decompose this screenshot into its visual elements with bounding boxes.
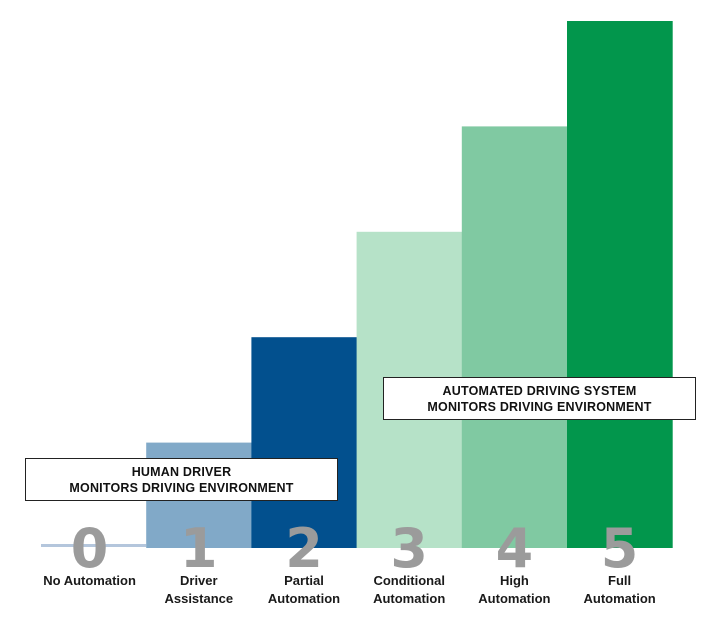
automated-system-line2: MONITORS DRIVING ENVIRONMENT xyxy=(427,399,652,414)
category-label-1-line2: Assistance xyxy=(164,591,233,606)
human-driver-line1: HUMAN DRIVER xyxy=(131,464,232,479)
bar-level-0 xyxy=(41,544,147,547)
human-driver-annotation: HUMAN DRIVER MONITORS DRIVING ENVIRONMEN… xyxy=(25,458,338,501)
category-label-3-line1: Conditional xyxy=(373,573,445,588)
category-label-4-line2: Automation xyxy=(478,591,550,606)
category-label-3-line2: Automation xyxy=(373,591,445,606)
automated-system-line1: AUTOMATED DRIVING SYSTEM xyxy=(442,383,637,398)
level-numeral-3: 3 xyxy=(390,517,428,580)
category-labels: No Automation Driver Assistance Partial Auto… xyxy=(43,573,655,606)
category-label-2-line1: Partial xyxy=(284,573,324,588)
bar-level-5 xyxy=(567,21,673,548)
level-numeral-5: 5 xyxy=(601,517,639,580)
level-numerals: 0 1 2 3 4 5 xyxy=(71,517,639,580)
category-label-5-line1: Full xyxy=(608,573,631,588)
bar-level-2 xyxy=(251,337,358,548)
level-numeral-0: 0 xyxy=(71,517,109,580)
bar-group xyxy=(41,21,673,549)
category-label-0-line1: No Automation xyxy=(43,573,136,588)
human-driver-line2: MONITORS DRIVING ENVIRONMENT xyxy=(69,480,294,495)
level-numeral-4: 4 xyxy=(496,517,534,580)
category-label-2-line2: Automation xyxy=(268,591,340,606)
category-label-4-line1: High xyxy=(500,573,529,588)
level-numeral-2: 2 xyxy=(285,517,323,580)
bar-level-4 xyxy=(461,126,568,549)
automated-system-annotation: AUTOMATED DRIVING SYSTEM MONITORS DRIVIN… xyxy=(383,377,696,420)
category-label-1-line1: Driver xyxy=(180,573,218,588)
level-numeral-1: 1 xyxy=(180,517,218,580)
category-label-5-line2: Automation xyxy=(583,591,655,606)
